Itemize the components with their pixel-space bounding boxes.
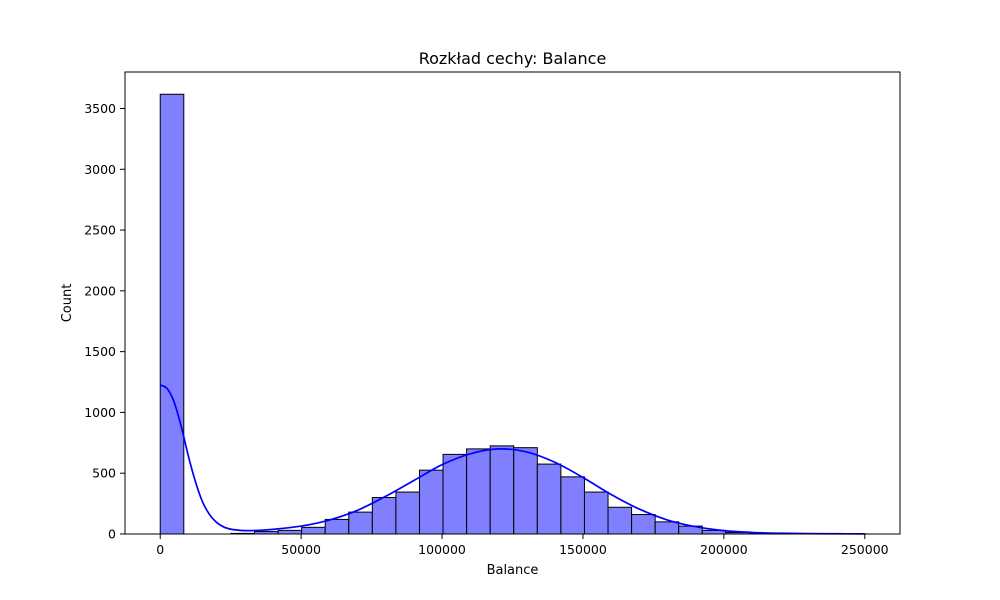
chart-title: Rozkład cechy: Balance (419, 49, 607, 68)
y-tick-label: 3000 (84, 162, 116, 177)
y-tick-label: 1500 (84, 344, 116, 359)
histogram-bar (631, 514, 656, 535)
x-tick-label: 100000 (418, 542, 466, 557)
histogram-bar (159, 93, 185, 535)
y-tick-label: 0 (108, 527, 116, 542)
histogram-bar (466, 448, 491, 535)
histogram-bar (489, 445, 515, 535)
y-tick-label: 1000 (84, 405, 116, 420)
y-tick-label: 500 (92, 466, 116, 481)
y-axis-ticks: 0 500 1000 1500 2000 2500 3000 3500 (84, 101, 125, 542)
histogram-bar (513, 447, 538, 535)
plot-area-frame (124, 71, 901, 535)
histogram-bars (159, 93, 868, 535)
histogram-bar (607, 506, 633, 535)
histogram-bar (324, 518, 350, 535)
y-tick-label: 2000 (84, 283, 116, 298)
histogram-bar (654, 521, 680, 535)
x-tick-label: 250000 (841, 542, 889, 557)
x-tick-label: 200000 (700, 542, 748, 557)
histogram-bar (583, 491, 609, 535)
x-tick-label: 150000 (559, 542, 607, 557)
histogram-bar (418, 469, 444, 535)
y-tick-label: 3500 (84, 101, 116, 116)
y-tick-label: 2500 (84, 223, 116, 238)
x-tick-label: 0 (156, 542, 164, 557)
histogram-bar (560, 476, 585, 535)
histogram-bar (536, 463, 562, 535)
histogram-bar (277, 529, 303, 535)
x-axis-ticks: 0 50000 100000 150000 200000 250000 (156, 534, 889, 557)
y-axis-label: Count (60, 284, 75, 323)
histogram-bar (348, 511, 373, 535)
histogram-bar (301, 526, 326, 535)
histogram-bar (442, 453, 468, 535)
x-tick-label: 50000 (281, 542, 321, 557)
kde-curve (159, 384, 865, 535)
histogram-bar (371, 497, 397, 535)
histogram-bar (395, 491, 420, 535)
x-axis-label: Balance (487, 563, 539, 578)
